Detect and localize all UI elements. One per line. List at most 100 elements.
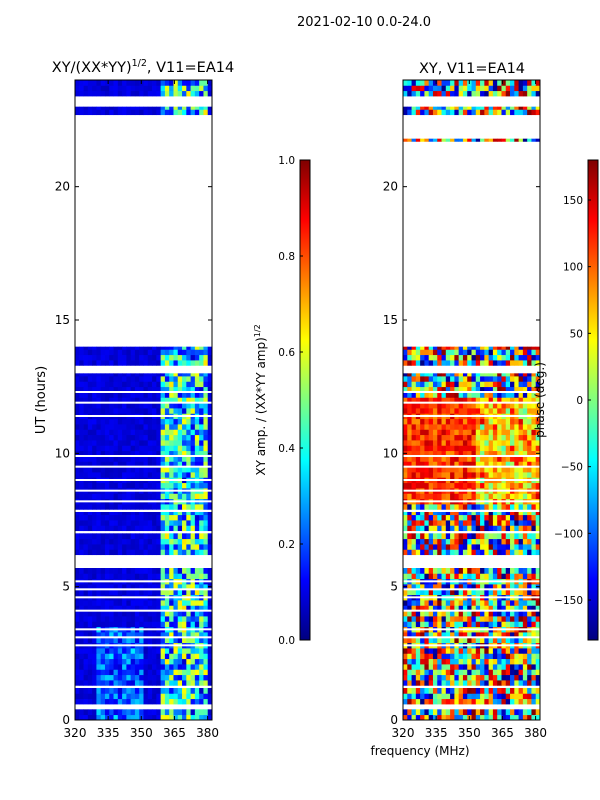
phase-heatmap-cell	[432, 669, 438, 676]
amplitude-heatmap-cell	[147, 466, 153, 473]
amplitude-heatmap-cell	[87, 429, 93, 436]
phase-heatmap-cell	[471, 573, 477, 580]
amplitude-heatmap-cell	[139, 349, 144, 356]
phase-heatmap-cell	[492, 424, 498, 430]
phase-heatmap-cell	[467, 504, 472, 510]
amplitude-heatmap-cell	[207, 482, 213, 489]
phase-heatmap-cell	[420, 440, 425, 446]
phase-heatmap-cell	[467, 138, 472, 142]
phase-heatmap-cell	[505, 549, 511, 556]
amplitude-heatmap-cell	[126, 544, 132, 550]
amplitude-heatmap-cell	[75, 418, 80, 425]
amplitude-heatmap-cell	[134, 653, 140, 660]
amplitude-heatmap-cell	[160, 693, 166, 700]
phase-heatmap-cell	[403, 514, 408, 521]
amplitude-heatmap-cell	[147, 440, 153, 446]
phase-heatmap-cell	[415, 418, 421, 425]
phase-heatmap-cell	[454, 456, 460, 462]
amplitude-heatmap-cell	[113, 504, 119, 510]
amplitude-heatmap-cell	[160, 688, 166, 694]
amplitude-heatmap-cell	[152, 520, 157, 526]
amplitude-heatmap-cell	[173, 520, 179, 526]
phase-heatmap-cell	[492, 680, 498, 686]
phase-heatmap-cell	[527, 658, 532, 665]
amplitude-heatmap-cell	[160, 80, 166, 86]
phase-heatmap-cell	[531, 512, 537, 516]
amplitude-heatmap-cell	[203, 698, 209, 705]
amplitude-heatmap-cell	[194, 418, 200, 425]
amplitude-heatmap-cell	[194, 693, 200, 700]
amplitude-heatmap-cell	[169, 669, 174, 676]
amplitude-heatmap-cell	[203, 85, 209, 92]
amplitude-heatmap-cell	[177, 106, 183, 110]
phase-heatmap-cell	[437, 450, 442, 457]
amplitude-heatmap-cell	[182, 709, 187, 716]
phase-heatmap-cell	[420, 520, 425, 526]
frequency-axis-label: frequency (MHz)	[370, 744, 469, 758]
amplitude-heatmap-cell	[173, 632, 179, 638]
phase-heatmap-cell	[420, 349, 425, 356]
amplitude-heatmap-cell	[87, 512, 93, 516]
amplitude-heatmap-cell	[182, 493, 187, 500]
amplitude-heatmap-cell	[143, 573, 149, 580]
amplitude-heatmap-cell	[203, 616, 209, 622]
amplitude-heatmap-cell	[75, 85, 80, 92]
phase-heatmap-cell	[445, 544, 451, 550]
phase-heatmap-cell	[415, 85, 421, 92]
phase-heatmap-cell	[462, 456, 468, 462]
amplitude-heatmap-cell	[92, 376, 97, 382]
amplitude-heatmap-cell	[147, 450, 153, 457]
amplitude-heatmap-cell	[173, 360, 179, 366]
phase-heatmap-cell	[424, 584, 430, 590]
amplitude-heatmap-cell	[207, 680, 213, 686]
amplitude-heatmap-cell	[194, 709, 200, 716]
phase-heatmap-cell	[531, 709, 537, 716]
phase-heatmap-cell	[471, 632, 477, 638]
phase-heatmap-cell	[497, 573, 502, 580]
phase-heatmap-cell	[432, 450, 438, 457]
amplitude-heatmap-cell	[199, 373, 204, 377]
phase-heatmap-cell	[522, 589, 528, 596]
amplitude-heatmap-cell	[147, 456, 153, 462]
amplitude-heatmap-cell	[87, 589, 93, 596]
amplitude-heatmap-cell	[75, 472, 80, 478]
phase-heatmap-cell	[428, 397, 434, 404]
amplitude-heatmap-cell	[160, 109, 166, 116]
phase-heatmap-cell	[450, 544, 455, 550]
phase-heatmap-cell	[445, 632, 451, 638]
amplitude-heatmap-cell	[75, 408, 80, 414]
phase-heatmap-cell	[420, 698, 425, 705]
phase-heatmap-cell	[501, 653, 507, 660]
amplitude-heatmap-cell	[160, 106, 166, 110]
amplitude-heatmap-cell	[75, 664, 80, 670]
phase-heatmap-cell	[510, 392, 515, 398]
phase-heatmap-cell	[441, 392, 447, 398]
amplitude-heatmap-cell	[143, 584, 149, 590]
phase-heatmap-cell	[424, 402, 430, 409]
phase-heatmap-cell	[458, 632, 464, 638]
phase-heatmap-cell	[407, 456, 412, 462]
phase-heatmap-cell	[445, 573, 451, 580]
phase-heatmap-cell	[518, 80, 524, 86]
phase-heatmap-cell	[492, 573, 498, 580]
phase-heatmap-cell	[488, 504, 494, 510]
amplitude-heatmap-cell	[130, 709, 136, 716]
phase-heatmap-cell	[445, 138, 451, 142]
phase-heatmap-cell	[403, 616, 408, 622]
amplitude-heatmap-cell	[169, 373, 174, 377]
amplitude-heatmap-cell	[117, 349, 123, 356]
phase-heatmap-cell	[501, 418, 507, 425]
phase-heatmap-cell	[518, 637, 524, 644]
phase-heatmap-cell	[527, 610, 532, 617]
phase-heatmap-cell	[535, 106, 541, 110]
phase-heatmap-cell	[462, 138, 468, 142]
amplitude-heatmap-cell	[194, 445, 200, 452]
amplitude-heatmap-cell	[160, 440, 166, 446]
amplitude-heatmap-cell	[109, 632, 114, 638]
amplitude-heatmap-cell	[122, 549, 127, 556]
amplitude-heatmap-cell	[109, 610, 114, 617]
amplitude-heatmap-cell	[87, 90, 93, 97]
phase-heatmap-cell	[432, 346, 438, 350]
amplitude-heatmap-cell	[203, 376, 209, 382]
